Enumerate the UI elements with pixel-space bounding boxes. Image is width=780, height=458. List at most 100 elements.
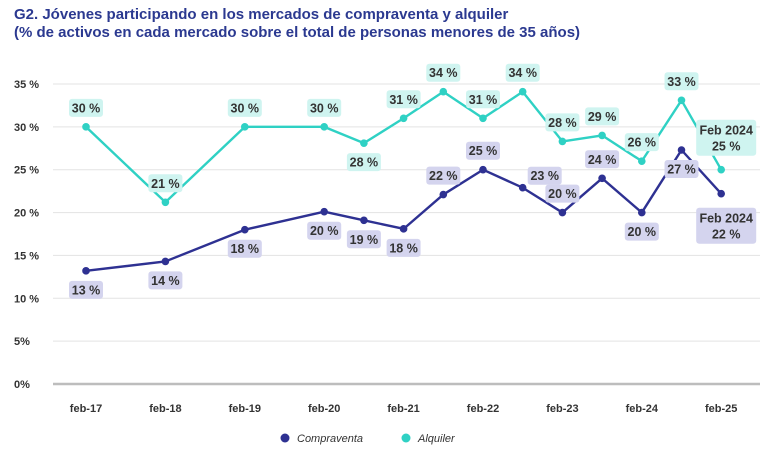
- compraventa-data-label: 22 %: [426, 166, 461, 185]
- alquiler-data-point: [241, 123, 249, 131]
- alquiler-label-text: 30 %: [310, 101, 339, 115]
- compraventa-label-bg: [307, 221, 342, 240]
- compraventa-label-text: 18 %: [231, 242, 260, 256]
- alquiler-label-bg: [307, 98, 342, 117]
- alquiler-label-bg: [426, 63, 461, 82]
- alquiler-data-point: [399, 114, 408, 123]
- compraventa-label-text: 22 %: [712, 228, 741, 242]
- alquiler-data-label: 28 %: [346, 153, 381, 172]
- alquiler-label-text: 31 %: [469, 93, 498, 107]
- alquiler-data-label: 28 %: [545, 113, 580, 132]
- compraventa-label-bg: [545, 184, 580, 203]
- chart-subtitle: (% de activos en cada mercado sobre el t…: [14, 24, 581, 41]
- compraventa-label-bg: [148, 271, 183, 290]
- legend-item-alquiler: Alquiler: [401, 433, 456, 445]
- alquiler-label-text: 21 %: [151, 177, 180, 191]
- alquiler-data-point: [479, 114, 487, 123]
- compraventa-data-label: 13 %: [69, 280, 103, 299]
- compraventa-label-text: 22 %: [429, 169, 458, 183]
- alquiler-data-label: 21 %: [148, 174, 183, 193]
- compraventa-data-label: Feb 2024 22 %: [696, 207, 757, 244]
- alquiler-label-bg: [664, 72, 699, 91]
- compraventa-label-bg: [664, 160, 699, 178]
- compraventa-data-point: [598, 174, 606, 183]
- alquiler-data-label: 31 %: [386, 90, 421, 109]
- compraventa-label-bg: [426, 166, 461, 185]
- compraventa-data-label: 20 %: [624, 222, 659, 241]
- compraventa-label-text: 25 %: [469, 144, 498, 158]
- compraventa-series-line: [85, 148, 723, 273]
- alquiler-series-line: [85, 90, 723, 204]
- alquiler-data-label: 31 %: [466, 90, 500, 109]
- alquiler-label-text: 28 %: [548, 116, 577, 130]
- alquiler-label-text: 25 %: [712, 140, 741, 154]
- x-axis-ticks: feb-17 feb-18 feb-19 feb-20 feb-21 feb-22 feb-…: [70, 403, 738, 415]
- compraventa-label-bg: [527, 166, 562, 185]
- alquiler-label-text: 26 %: [628, 136, 657, 150]
- compraventa-label-bg: [585, 150, 620, 169]
- compraventa-data-point: [241, 225, 249, 234]
- compraventa-label-text: 14 %: [151, 274, 180, 288]
- alquiler-data-label: 29 %: [585, 107, 620, 126]
- compraventa-data-label: 23 %: [527, 166, 562, 185]
- series-lines: [82, 87, 725, 275]
- compraventa-label-text: Feb 2024: [699, 212, 753, 226]
- x-tick-label: feb-24: [626, 403, 659, 415]
- legend: Compraventa Alquiler: [280, 433, 456, 445]
- alquiler-data-point: [161, 198, 170, 207]
- alquiler-label-text: 30 %: [72, 101, 101, 115]
- alquiler-label-bg: [585, 107, 620, 126]
- compraventa-data-label: 18 %: [227, 239, 262, 258]
- legend-marker-compraventa: [280, 433, 290, 443]
- y-tick-label: 15 %: [14, 250, 39, 262]
- compraventa-label-bg: [386, 238, 421, 257]
- legend-label-alquiler: Alquiler: [417, 433, 456, 445]
- compraventa-data-label: 18 %: [386, 238, 421, 257]
- compraventa-label-text: 13 %: [72, 283, 101, 297]
- legend-item-compraventa: Compraventa: [280, 433, 363, 445]
- y-tick-label: 10 %: [14, 293, 39, 305]
- compraventa-data-label: 14 %: [148, 271, 183, 290]
- compraventa-data-point: [677, 146, 686, 154]
- alquiler-label-bg: [624, 133, 659, 152]
- compraventa-data-point: [82, 267, 90, 275]
- compraventa-label-bg: [624, 222, 659, 241]
- alquiler-data-label: 34 %: [505, 63, 540, 82]
- x-tick-label: feb-25: [705, 403, 737, 415]
- compraventa-data-point: [638, 208, 646, 217]
- compraventa-label-text: 24 %: [588, 153, 617, 167]
- x-tick-label: feb-21: [387, 403, 419, 415]
- x-tick-label: feb-18: [149, 403, 181, 415]
- data-labels: 13 % 14 % 18 % 20 % 19 % 18 % 22 % 25 % 23 % 20 %…: [69, 63, 757, 299]
- chart-title-line1: G2. Jóvenes participando en los mercados…: [14, 6, 509, 23]
- y-tick-label: 5%: [14, 336, 30, 348]
- x-tick-label: feb-19: [229, 403, 261, 415]
- compraventa-data-label: 27 %: [664, 160, 699, 178]
- compraventa-label-text: 27 %: [667, 163, 696, 177]
- compraventa-label-text: 18 %: [389, 241, 418, 255]
- alquiler-data-point: [598, 131, 606, 140]
- compraventa-label-text: 20 %: [548, 187, 577, 201]
- y-tick-label: 20 %: [14, 208, 39, 220]
- compraventa-data-point: [360, 216, 368, 225]
- compraventa-data-label: 20 %: [545, 184, 580, 203]
- compraventa-data-label: 24 %: [585, 150, 620, 169]
- alquiler-label-text: 34 %: [429, 66, 458, 80]
- alquiler-data-point: [677, 96, 686, 105]
- alquiler-label-bg: [69, 98, 103, 117]
- chart-title: G2. Jóvenes participando en los mercados…: [14, 6, 580, 42]
- compraventa-data-point: [717, 189, 725, 198]
- compraventa-data-point: [161, 257, 170, 266]
- compraventa-label-text: 23 %: [530, 169, 559, 183]
- alquiler-data-point: [360, 139, 368, 147]
- alquiler-data-point: [558, 137, 567, 146]
- alquiler-label-bg: [505, 63, 540, 82]
- alquiler-data-point: [320, 123, 329, 131]
- alquiler-label-text: 30 %: [231, 101, 260, 115]
- alquiler-label-text: Feb 2024: [699, 124, 753, 138]
- alquiler-data-label: 30 %: [227, 98, 262, 117]
- compraventa-label-bg: [346, 230, 381, 249]
- gridlines: [53, 83, 760, 386]
- compraventa-data-label: 19 %: [346, 230, 381, 249]
